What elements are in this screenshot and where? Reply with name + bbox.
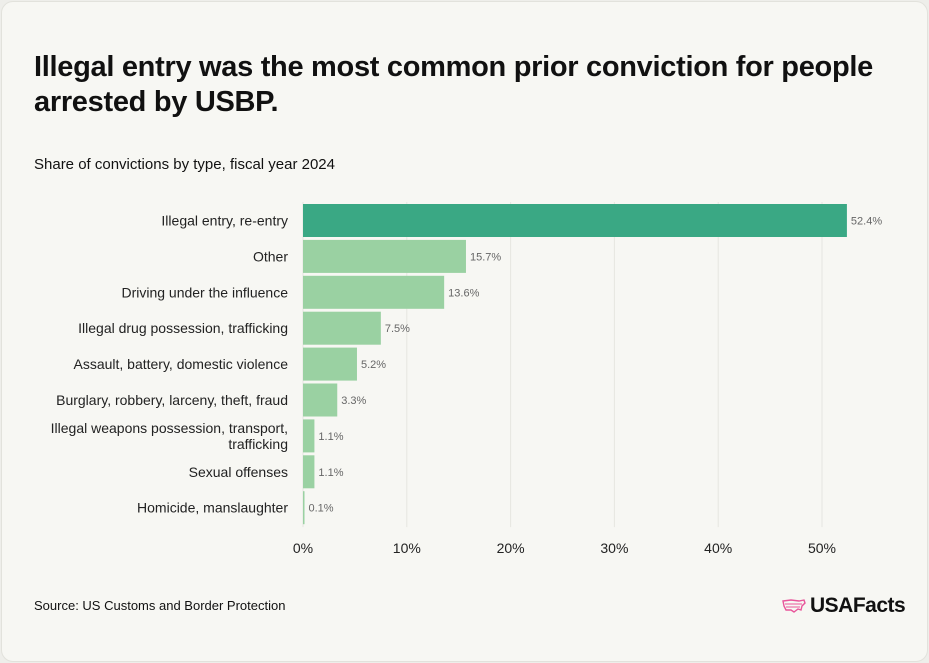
chart-subtitle: Share of convictions by type, fiscal yea… — [34, 156, 335, 173]
data-label: 7.5% — [385, 323, 410, 335]
data-label: 1.1% — [318, 467, 343, 479]
x-tick-label: 10% — [393, 540, 421, 556]
bar — [303, 311, 381, 345]
category-label: Illegal drug possession, trafficking — [78, 320, 288, 336]
x-tick-label: 0% — [293, 540, 313, 556]
data-label: 0.1% — [309, 503, 334, 515]
data-label: 5.2% — [361, 359, 386, 371]
category-label: Assault, battery, domestic violence — [73, 356, 288, 372]
category-label: Burglary, robbery, larceny, theft, fraud — [56, 392, 288, 408]
data-label: 1.1% — [318, 431, 343, 443]
bar — [303, 347, 357, 381]
bar — [303, 239, 466, 273]
us-map-icon — [782, 599, 806, 613]
category-label: Sexual offenses — [189, 464, 288, 480]
data-label: 13.6% — [448, 287, 479, 299]
bar — [303, 491, 305, 525]
data-label: 3.3% — [341, 395, 366, 407]
category-label: Homicide, manslaughter — [137, 500, 288, 516]
bar — [303, 275, 445, 309]
bar — [303, 204, 847, 237]
data-label: 15.7% — [470, 251, 501, 263]
category-label: Driving under the influence — [121, 284, 288, 300]
x-tick-label: 50% — [808, 540, 836, 556]
x-tick-label: 30% — [600, 540, 628, 556]
category-label: Illegal entry, re-entry — [161, 213, 288, 229]
bar-chart: 0% 10% 20% 30% 40% 50% 52.4% Illegal entry, re-… — [51, 202, 882, 556]
x-tick-label: 40% — [704, 540, 732, 556]
chart-title: Illegal entry was the most common prior … — [34, 51, 873, 118]
data-label: 52.4% — [851, 216, 882, 228]
source-note: Source: US Customs and Border Protection — [34, 598, 286, 613]
bar — [303, 383, 338, 417]
logo-text: USAFacts — [810, 594, 906, 617]
x-tick-label: 20% — [497, 540, 525, 556]
bar — [303, 455, 315, 489]
usafacts-logo[interactable]: USAFacts — [782, 594, 906, 618]
category-label: trafficking — [228, 436, 288, 452]
bar — [303, 419, 315, 453]
category-label: Illegal weapons possession, transport, — [51, 420, 288, 436]
category-label: Other — [253, 248, 288, 264]
